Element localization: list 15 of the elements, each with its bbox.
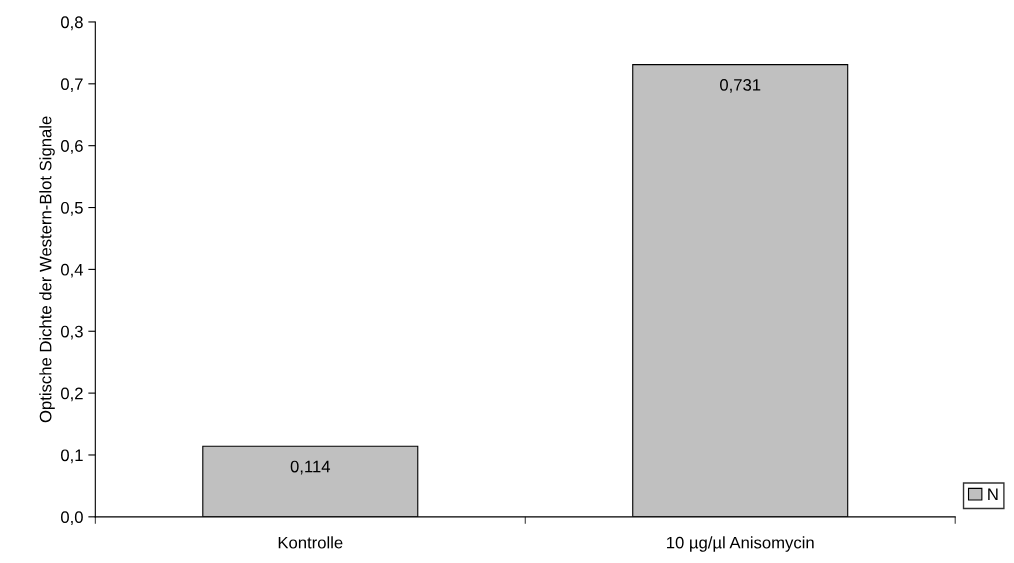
y-tick-label: 0,0 <box>60 511 83 526</box>
y-tick-label: 0,1 <box>60 449 83 464</box>
y-tick-label: 0,7 <box>60 78 83 92</box>
y-tick-label: 0,8 <box>60 16 83 31</box>
legend-label: N <box>988 488 998 501</box>
x-tick-label: Kontrolle <box>278 536 343 549</box>
data-label: 0,114 <box>290 460 331 475</box>
y-tick-label: 0,2 <box>60 387 83 402</box>
y-axis-title: Optische Dichte der Western-Blot Signale <box>39 116 55 423</box>
data-label: 0,731 <box>720 78 761 93</box>
y-tick-label: 0,4 <box>60 263 84 278</box>
y-tick-label: 0,5 <box>60 201 83 216</box>
y-tick-label: 0,3 <box>60 325 83 340</box>
y-tick-label: 0,6 <box>60 140 83 154</box>
x-tick-label: 10 µg/µl Anisomycin <box>667 536 814 552</box>
